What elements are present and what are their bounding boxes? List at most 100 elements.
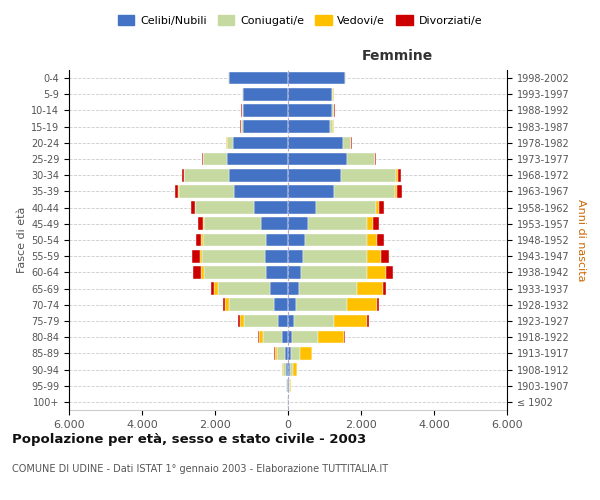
Bar bbox=[270, 282, 288, 295]
Bar bbox=[288, 218, 308, 230]
Bar bbox=[286, 380, 287, 392]
Bar bbox=[238, 314, 239, 328]
Bar bbox=[397, 169, 398, 181]
Bar bbox=[386, 266, 394, 278]
Bar bbox=[235, 185, 288, 198]
Y-axis label: Fasce di età: Fasce di età bbox=[17, 207, 27, 273]
Bar bbox=[316, 202, 376, 214]
Text: COMUNE DI UDINE - Dati ISTAT 1° gennaio 2003 - Elaborazione TUTTITALIA.IT: COMUNE DI UDINE - Dati ISTAT 1° gennaio … bbox=[12, 464, 388, 474]
Bar bbox=[395, 185, 397, 198]
Text: Femmine: Femmine bbox=[362, 49, 433, 63]
Bar bbox=[288, 234, 305, 246]
Bar bbox=[379, 202, 385, 214]
Bar bbox=[227, 136, 233, 149]
Bar bbox=[288, 120, 331, 133]
Bar bbox=[397, 185, 401, 198]
Bar bbox=[334, 314, 367, 328]
Bar bbox=[274, 298, 288, 311]
Bar bbox=[303, 250, 367, 262]
Bar bbox=[199, 218, 203, 230]
Bar bbox=[293, 314, 334, 328]
Bar bbox=[367, 266, 386, 278]
Bar bbox=[259, 331, 263, 344]
Bar bbox=[331, 120, 334, 133]
Bar bbox=[229, 169, 288, 181]
Bar bbox=[288, 282, 299, 295]
Bar bbox=[290, 363, 293, 376]
Bar bbox=[347, 152, 374, 166]
Bar bbox=[308, 218, 367, 230]
Bar bbox=[244, 120, 288, 133]
Bar bbox=[288, 185, 334, 198]
Bar bbox=[376, 202, 379, 214]
Bar bbox=[288, 266, 301, 278]
Bar bbox=[202, 234, 203, 246]
Bar bbox=[286, 363, 288, 376]
Bar bbox=[175, 185, 178, 198]
Bar bbox=[191, 202, 195, 214]
Bar bbox=[367, 250, 382, 262]
Bar bbox=[239, 314, 244, 328]
Bar bbox=[288, 202, 316, 214]
Bar bbox=[347, 298, 377, 311]
Bar bbox=[305, 234, 367, 246]
Bar bbox=[204, 218, 262, 230]
Bar bbox=[228, 72, 229, 85]
Bar bbox=[291, 347, 300, 360]
Bar bbox=[288, 250, 303, 262]
Bar bbox=[288, 314, 293, 328]
Bar bbox=[227, 152, 288, 166]
Bar bbox=[193, 266, 200, 278]
Bar bbox=[242, 104, 244, 117]
Bar bbox=[229, 72, 288, 85]
Bar bbox=[332, 88, 334, 101]
Bar bbox=[203, 152, 227, 166]
Bar bbox=[179, 185, 235, 198]
Bar bbox=[288, 347, 291, 360]
Bar bbox=[277, 347, 285, 360]
Bar bbox=[192, 250, 200, 262]
Bar bbox=[263, 331, 281, 344]
Bar bbox=[300, 347, 311, 360]
Bar bbox=[288, 104, 332, 117]
Bar bbox=[289, 380, 290, 392]
Bar bbox=[244, 104, 288, 117]
Text: Popolazione per età, sesso e stato civile - 2003: Popolazione per età, sesso e stato civil… bbox=[12, 432, 366, 446]
Bar bbox=[258, 331, 259, 344]
Bar bbox=[224, 298, 229, 311]
Bar bbox=[288, 88, 332, 101]
Bar bbox=[367, 218, 373, 230]
Bar bbox=[290, 380, 291, 392]
Bar bbox=[229, 298, 274, 311]
Bar bbox=[287, 380, 288, 392]
Bar bbox=[377, 234, 385, 246]
Bar bbox=[218, 282, 270, 295]
Bar bbox=[293, 363, 297, 376]
Bar bbox=[241, 120, 244, 133]
Bar bbox=[382, 250, 389, 262]
Bar bbox=[266, 234, 288, 246]
Bar bbox=[274, 347, 275, 360]
Bar bbox=[296, 298, 347, 311]
Bar bbox=[265, 250, 288, 262]
Bar bbox=[283, 363, 286, 376]
Bar bbox=[311, 347, 312, 360]
Bar bbox=[200, 250, 202, 262]
Bar bbox=[202, 152, 203, 166]
Bar bbox=[288, 363, 290, 376]
Bar bbox=[343, 136, 351, 149]
Bar bbox=[244, 314, 278, 328]
Bar bbox=[203, 234, 266, 246]
Bar bbox=[301, 266, 367, 278]
Bar bbox=[318, 331, 344, 344]
Bar bbox=[254, 202, 288, 214]
Bar bbox=[281, 331, 288, 344]
Bar bbox=[341, 169, 397, 181]
Bar bbox=[383, 282, 386, 295]
Bar bbox=[367, 314, 369, 328]
Bar bbox=[262, 218, 288, 230]
Bar bbox=[373, 218, 379, 230]
Bar bbox=[275, 347, 277, 360]
Bar bbox=[196, 234, 202, 246]
Bar bbox=[377, 298, 379, 311]
